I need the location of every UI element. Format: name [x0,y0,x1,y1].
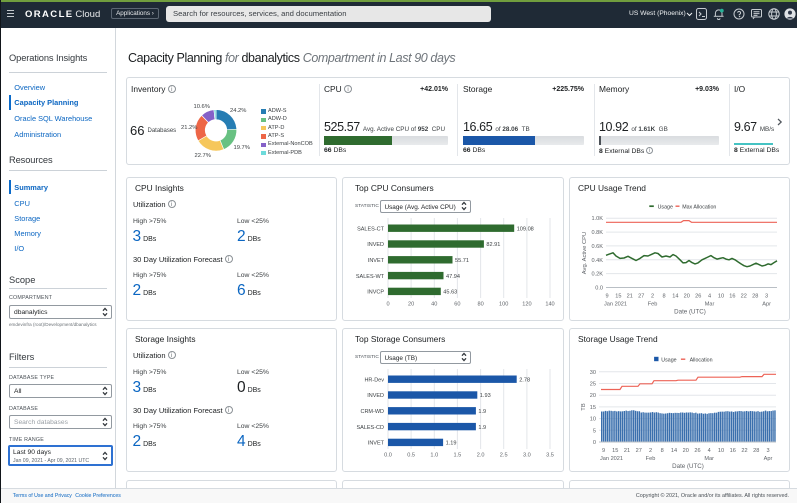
svg-text:0.2K: 0.2K [591,272,603,278]
svg-text:Usage: Usage [658,204,673,210]
svg-text:16: 16 [730,448,736,454]
svg-text:Feb: Feb [648,302,658,308]
svg-text:45.63: 45.63 [443,290,457,296]
svg-text:Apr: Apr [764,456,773,462]
svg-text:40: 40 [431,302,437,308]
svg-text:100: 100 [499,302,508,308]
svg-text:2: 2 [649,448,652,454]
svg-text:INVED: INVED [367,242,384,248]
svg-text:Jan 2021: Jan 2021 [600,456,623,462]
svg-text:HR-Dev: HR-Dev [364,377,384,383]
svg-text:10: 10 [590,417,596,423]
svg-text:22: 22 [741,294,747,300]
svg-text:0: 0 [593,440,596,446]
svg-text:28: 28 [753,448,759,454]
svg-text:22: 22 [741,448,747,454]
svg-text:14: 14 [672,294,678,300]
svg-text:INVET: INVET [368,258,385,264]
svg-text:3.5: 3.5 [546,453,554,459]
svg-text:0.0: 0.0 [595,286,603,292]
svg-text:2.0: 2.0 [477,453,485,459]
svg-text:Feb: Feb [646,456,656,462]
svg-text:Usage: Usage [661,357,676,363]
svg-text:1.93: 1.93 [480,393,491,399]
svg-text:Date (UTC): Date (UTC) [674,309,706,316]
svg-text:0.6K: 0.6K [591,244,603,250]
svg-text:CRM-WD: CRM-WD [360,409,384,415]
svg-text:1.0: 1.0 [430,453,438,459]
svg-text:27: 27 [638,294,644,300]
svg-text:1.9: 1.9 [478,425,486,431]
svg-text:9: 9 [602,448,605,454]
svg-text:3.0: 3.0 [523,453,531,459]
svg-text:INVET: INVET [368,441,385,447]
svg-text:2: 2 [651,294,654,300]
svg-text:60: 60 [454,302,460,308]
svg-text:0.5: 0.5 [407,453,415,459]
svg-text:1.5: 1.5 [454,453,462,459]
svg-text:SALES-WT: SALES-WT [356,274,385,280]
svg-text:140: 140 [545,302,554,308]
svg-text:14: 14 [671,448,677,454]
svg-text:4: 4 [708,448,711,454]
svg-text:20: 20 [683,448,689,454]
svg-text:TB: TB [581,403,587,411]
svg-text:20: 20 [408,302,414,308]
svg-text:55.71: 55.71 [455,258,469,264]
svg-text:15: 15 [612,448,618,454]
svg-text:30: 30 [590,370,596,376]
svg-text:8: 8 [661,448,664,454]
svg-text:0.8K: 0.8K [591,230,603,236]
svg-text:0: 0 [386,302,389,308]
svg-text:2.5: 2.5 [500,453,508,459]
svg-text:15: 15 [615,294,621,300]
svg-text:SALES-CD: SALES-CD [356,425,384,431]
svg-text:26: 26 [695,294,701,300]
svg-text:Mar: Mar [705,302,715,308]
svg-text:10: 10 [718,294,724,300]
svg-text:120: 120 [522,302,531,308]
svg-text:INVCP: INVCP [367,290,384,296]
svg-text:21: 21 [624,448,630,454]
svg-text:47.94: 47.94 [446,274,460,280]
svg-text:10: 10 [718,448,724,454]
svg-text:20: 20 [590,393,596,399]
svg-text:5: 5 [593,428,596,434]
svg-text:Apr: Apr [762,302,771,308]
svg-text:9: 9 [605,294,608,300]
svg-text:109.08: 109.08 [517,226,534,232]
svg-text:Avg. Active CPU: Avg. Active CPU [582,232,588,274]
svg-text:3: 3 [765,294,768,300]
svg-text:0.4K: 0.4K [591,258,603,264]
svg-text:Jan 2021: Jan 2021 [604,302,627,308]
svg-text:1.19: 1.19 [446,441,457,447]
svg-text:Date (UTC): Date (UTC) [672,463,704,470]
svg-text:20: 20 [684,294,690,300]
svg-text:3: 3 [766,448,769,454]
svg-text:21: 21 [627,294,633,300]
svg-text:26: 26 [694,448,700,454]
svg-text:15: 15 [590,405,596,411]
svg-text:2.78: 2.78 [519,377,530,383]
svg-text:INVED: INVED [367,393,384,399]
svg-text:1.0K: 1.0K [591,216,603,222]
svg-text:Allocation: Allocation [690,357,713,363]
svg-text:25: 25 [590,382,596,388]
svg-text:28: 28 [752,294,758,300]
svg-text:80: 80 [477,302,483,308]
svg-text:SALES-CT: SALES-CT [357,226,385,232]
svg-text:Mar: Mar [704,456,714,462]
svg-text:8: 8 [662,294,665,300]
svg-text:27: 27 [636,448,642,454]
svg-text:1.9: 1.9 [478,409,486,415]
svg-text:0.0: 0.0 [384,453,392,459]
svg-text:16: 16 [729,294,735,300]
svg-text:4: 4 [708,294,711,300]
svg-text:82.91: 82.91 [486,242,500,248]
svg-text:Max Allocation: Max Allocation [682,204,716,210]
